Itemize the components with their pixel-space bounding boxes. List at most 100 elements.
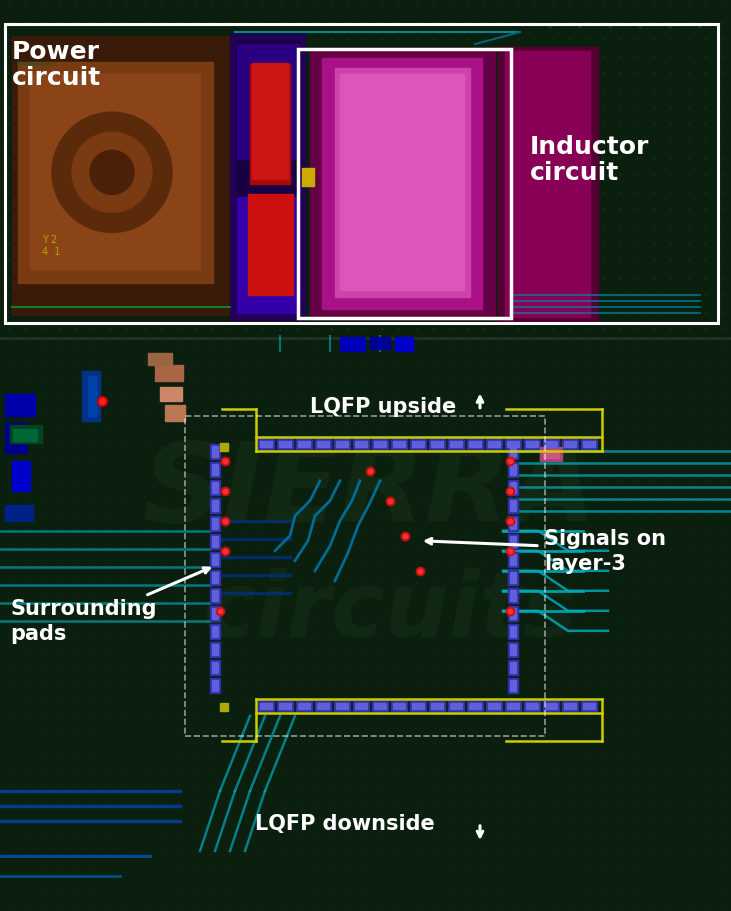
Bar [510,554,516,565]
Text: Power
circuit: Power circuit [12,40,102,90]
Bar [260,441,272,447]
Bar [210,660,220,675]
Bar [562,439,578,449]
Bar [526,441,538,447]
Bar [510,681,516,691]
Bar [212,609,218,619]
Bar [279,441,291,447]
Bar [510,446,516,457]
Bar [372,439,388,449]
Bar [317,703,329,709]
Bar [564,703,576,709]
Bar [393,703,405,709]
Bar [5,506,33,521]
Bar [469,441,481,447]
Bar [355,441,367,447]
Text: SIERRA: SIERRA [143,438,597,545]
Bar [340,75,464,291]
Bar [510,518,516,529]
Text: LQFP upside: LQFP upside [310,396,456,416]
Text: Signals on
layer-3: Signals on layer-3 [544,528,666,574]
Circle shape [52,113,172,233]
Bar [508,498,518,513]
Bar [237,199,299,313]
Bar [508,445,518,459]
Bar [296,701,312,711]
Bar [543,701,559,711]
Bar [510,482,516,493]
Bar [510,465,516,476]
Bar [335,69,470,297]
Bar [296,439,312,449]
Bar [431,441,443,447]
Bar [583,441,595,447]
Bar [13,429,37,441]
Bar [469,703,481,709]
Bar [543,450,559,458]
Bar [486,439,502,449]
Bar [540,447,562,461]
Bar [510,500,516,511]
Bar [212,644,218,655]
Bar [298,441,310,447]
Bar [507,441,519,447]
Bar [258,439,274,449]
Bar [450,703,462,709]
Text: circuits: circuits [202,568,577,655]
Bar [410,701,426,711]
Bar [581,701,597,711]
Bar [353,439,369,449]
Bar [210,570,220,585]
Bar [210,624,220,640]
Bar [488,703,500,709]
Bar [336,441,348,447]
Bar [581,439,597,449]
Bar [524,701,540,711]
Bar [277,701,293,711]
Bar [212,446,218,457]
Bar [391,439,407,449]
Bar [510,609,516,619]
Bar [5,424,27,453]
Bar [12,461,30,491]
Bar [165,405,185,421]
Bar [185,416,545,736]
Bar [252,64,288,180]
Bar [210,445,220,459]
Bar [10,425,42,444]
Bar [429,439,445,449]
Bar [315,701,331,711]
Bar [510,537,516,548]
Bar [583,703,595,709]
Bar [315,439,331,449]
Bar [526,703,538,709]
Bar [212,465,218,476]
Bar [212,626,218,637]
Bar [210,517,220,531]
Circle shape [90,151,134,195]
Bar [508,642,518,657]
Bar [545,703,557,709]
Circle shape [72,133,152,213]
Bar [393,441,405,447]
Bar [507,703,519,709]
Bar [155,365,183,381]
Bar [279,703,291,709]
Bar [395,337,413,352]
Bar [212,554,218,565]
Bar [467,701,483,711]
Bar [505,439,521,449]
Bar [5,394,35,416]
Bar [372,701,388,711]
Text: Inductor
circuit: Inductor circuit [530,135,649,185]
Bar [258,701,274,711]
Text: Y 2
4  1: Y 2 4 1 [42,235,61,257]
Bar [429,701,445,711]
Bar [210,606,220,621]
Bar [212,482,218,493]
Bar [248,195,293,295]
Bar [508,534,518,549]
Bar [448,701,464,711]
Bar [210,642,220,657]
Bar [508,570,518,585]
